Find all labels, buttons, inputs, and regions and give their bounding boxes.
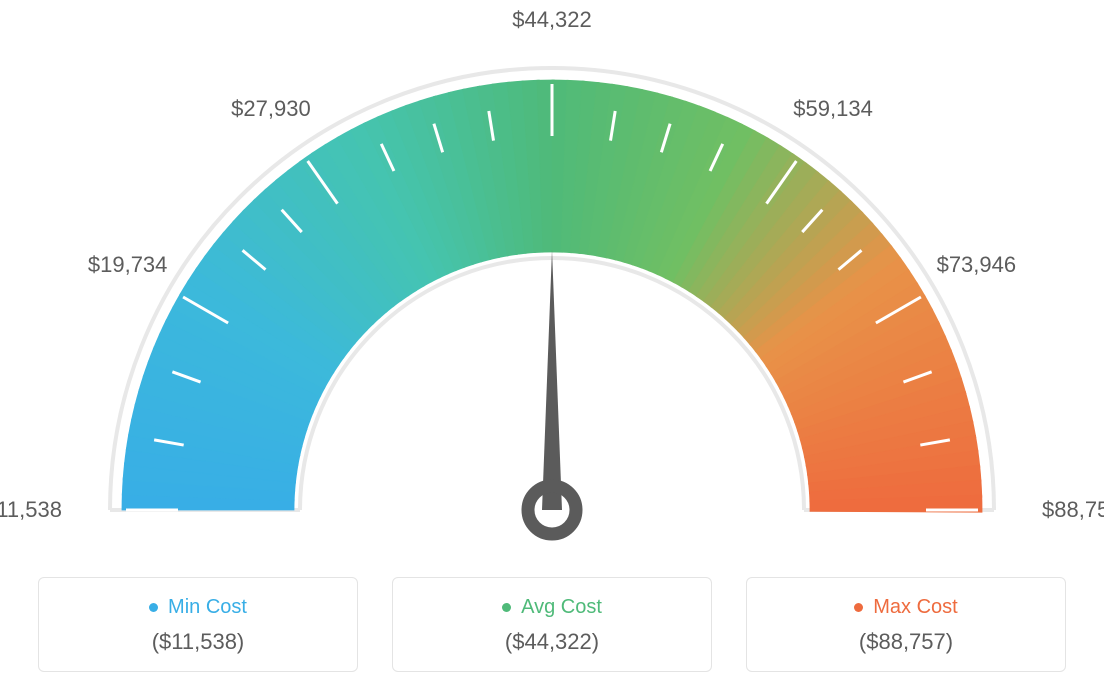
legend-dot-max [854, 603, 863, 612]
cost-gauge: $11,538 $19,734 $27,930 $44,322 $59,134 $73,9… [0, 0, 1104, 540]
legend-dot-min [149, 603, 158, 612]
gauge-tick-label: $44,322 [512, 7, 592, 33]
legend-value-min: ($11,538) [49, 629, 347, 655]
legend-title-max: Max Cost [854, 596, 957, 619]
gauge-tick-label: $88,757 [1042, 497, 1104, 523]
legend-row: Min Cost ($11,538) Avg Cost ($44,322) Ma… [0, 577, 1104, 672]
gauge-tick-label: $19,734 [88, 252, 168, 278]
gauge-tick-label: $27,930 [231, 96, 311, 122]
legend-dot-avg [502, 603, 511, 612]
gauge-tick-label: $11,538 [0, 497, 62, 523]
legend-value-avg: ($44,322) [403, 629, 701, 655]
legend-title-avg: Avg Cost [502, 596, 602, 619]
legend-value-max: ($88,757) [757, 629, 1055, 655]
legend-card-max: Max Cost ($88,757) [746, 577, 1066, 672]
legend-card-avg: Avg Cost ($44,322) [392, 577, 712, 672]
legend-label-min: Min Cost [168, 596, 247, 619]
legend-title-min: Min Cost [149, 596, 247, 619]
gauge-svg [0, 0, 1104, 560]
gauge-tick-label: $73,946 [937, 252, 1017, 278]
legend-label-avg: Avg Cost [521, 596, 602, 619]
gauge-tick-label: $59,134 [793, 96, 873, 122]
legend-label-max: Max Cost [873, 596, 957, 619]
legend-card-min: Min Cost ($11,538) [38, 577, 358, 672]
